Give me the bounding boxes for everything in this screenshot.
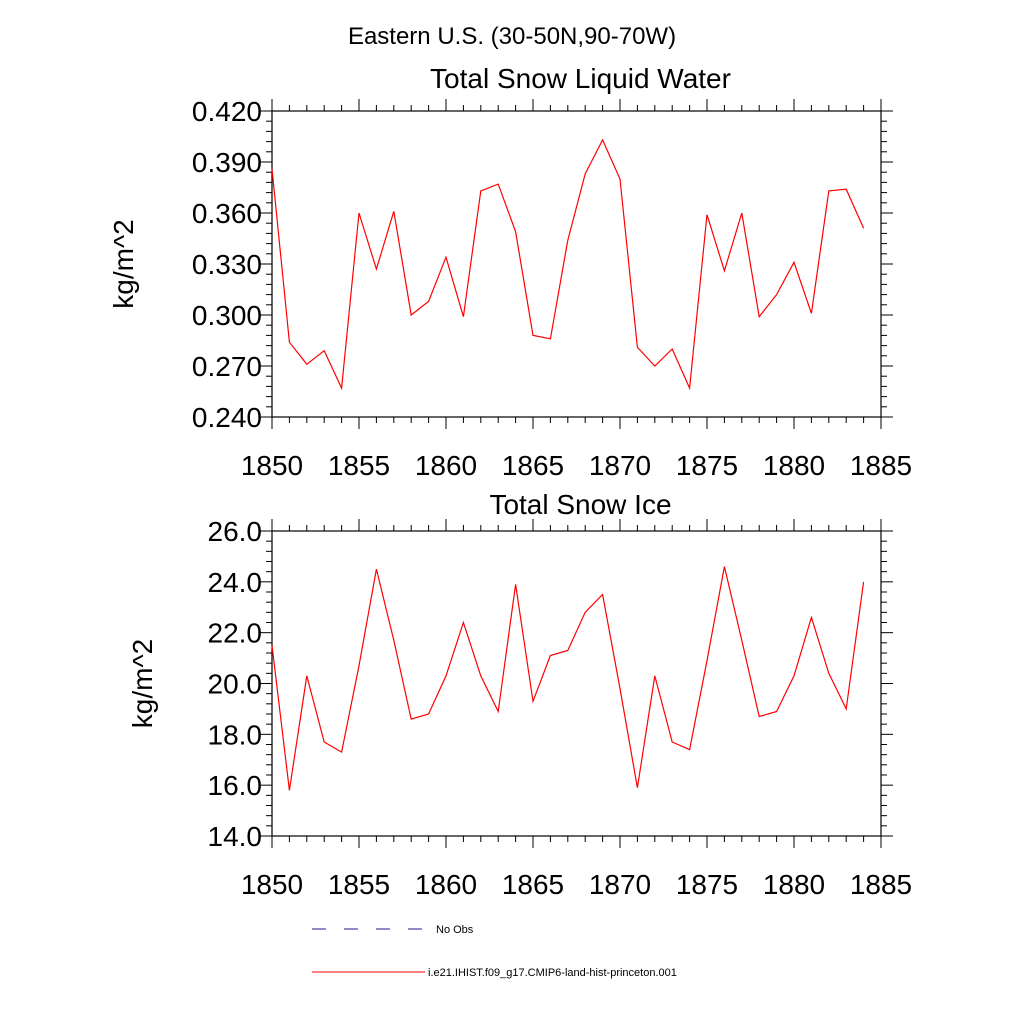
x-tick-label: 1865 [502,869,564,900]
y-tick-label: 0.360 [192,198,262,229]
x-tick-label: 1850 [241,869,303,900]
y-tick-label: 0.270 [192,351,262,382]
y-tick-label: 16.0 [208,770,263,801]
y-tick-label: 26.0 [208,516,263,547]
y-tick-label: 20.0 [208,669,263,700]
y-tick-label: 0.240 [192,402,262,433]
y-tick-label: 18.0 [208,719,263,750]
legend: No Obs i.e21.IHIST.f09_g17.CMIP6-land-his… [312,924,677,979]
series-line-1 [271,566,865,791]
x-tick-label: 1870 [589,869,651,900]
y-axis-label: kg/m^2 [127,639,158,728]
x-tick-label: 1850 [241,450,303,481]
y-tick-label: 0.390 [192,147,262,178]
legend-label: No Obs [436,924,474,936]
x-tick-label: 1875 [676,869,738,900]
chart-panel-2: Total Snow Ice 1850 1855 1860 1865 1870 1875 18… [127,489,912,900]
y-tick-label: 22.0 [208,618,263,649]
x-tick-label: 1855 [328,450,390,481]
y-axis-label: kg/m^2 [108,219,139,308]
x-tick-label: 1870 [589,450,651,481]
x-tick-label: 1885 [850,869,912,900]
x-tick-label: 1860 [415,869,477,900]
legend-label: i.e21.IHIST.f09_g17.CMIP6-land-hist-prin… [428,967,677,979]
series-line-1 [271,138,865,391]
y-tick-label: 0.420 [192,96,262,127]
chart-panels: Total Snow Liquid Water 1850 1855 1860 1865 1… [108,63,912,900]
y-tick-label: 24.0 [208,567,263,598]
figure-title: Eastern U.S. (30-50N,90-70W) [348,23,676,50]
y-tick-label: 0.300 [192,300,262,331]
x-tick-label: 1880 [763,450,825,481]
chart-panel-1: Total Snow Liquid Water 1850 1855 1860 1865 1… [108,63,912,481]
chart-title: Total Snow Ice [489,489,671,520]
x-tick-label: 1865 [502,450,564,481]
plot-frame [271,110,882,418]
x-tick-label: 1855 [328,869,390,900]
y-tick-label: 14.0 [208,821,263,852]
x-tick-label: 1875 [676,450,738,481]
chart-title: Total Snow Liquid Water [430,63,731,94]
y-tick-label: 0.330 [192,249,262,280]
x-tick-label: 1880 [763,869,825,900]
x-tick-label: 1885 [850,450,912,481]
x-tick-label: 1860 [415,450,477,481]
